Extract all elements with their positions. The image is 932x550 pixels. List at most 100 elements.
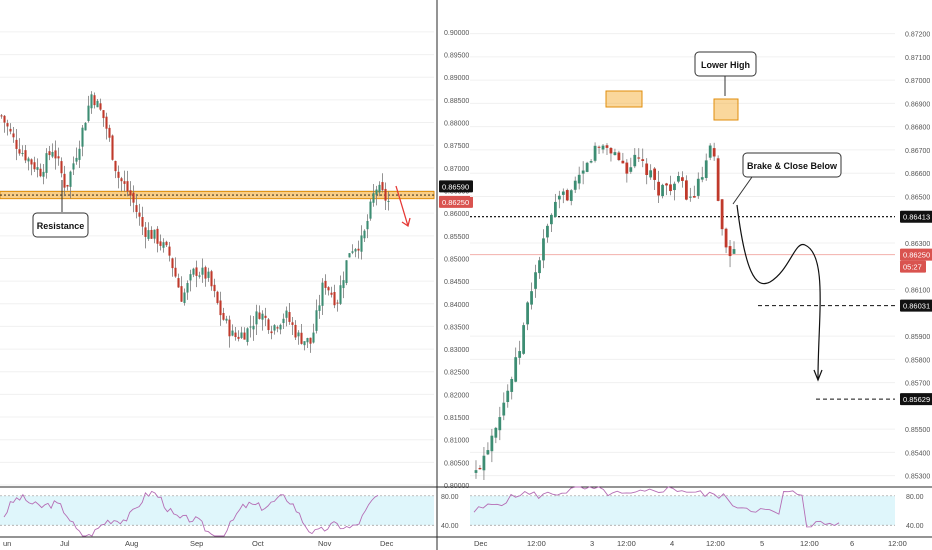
candle-body — [114, 160, 117, 172]
y-tick-label: 0.88000 — [444, 121, 469, 128]
candle-body — [96, 100, 99, 108]
candle-body — [375, 189, 378, 195]
candle-body — [15, 139, 18, 149]
candle-body — [345, 260, 348, 284]
candle-body — [633, 154, 637, 167]
y-tick-label: 0.85500 — [905, 427, 930, 434]
price-tag-countdown-bg — [900, 260, 926, 273]
y-tick-label: 0.87200 — [905, 32, 930, 39]
candle-body — [366, 220, 369, 230]
candle-body — [339, 285, 342, 304]
price-tag-target1: 0.86031 — [903, 302, 930, 311]
candle-body — [494, 427, 498, 438]
candle-body — [285, 310, 288, 318]
x-tick-label: un — [3, 539, 11, 548]
candle-body — [183, 292, 186, 303]
y-tick-label: 0.86000 — [444, 211, 469, 218]
y-tick-label: 0.83500 — [444, 324, 469, 331]
candle-body — [171, 258, 174, 269]
candle-body — [276, 327, 279, 329]
y-tick-label: 0.80500 — [444, 460, 469, 467]
candle-body — [336, 302, 339, 304]
price-tag-break-bg — [900, 210, 932, 223]
candle-body — [506, 390, 510, 403]
candle-body — [9, 128, 12, 132]
candle-body — [129, 190, 132, 196]
candle-body — [6, 123, 9, 127]
candle-body — [159, 241, 162, 246]
candle-body — [189, 274, 192, 281]
candle-body — [24, 150, 27, 161]
candle-body — [498, 417, 502, 431]
x-tick-label: Dec — [474, 539, 488, 548]
candle-body — [144, 227, 147, 237]
x-tick-label: Dec — [380, 539, 394, 548]
candle-body — [720, 199, 724, 230]
break-close-box — [742, 152, 842, 178]
candle-body — [677, 175, 680, 182]
candle-body — [198, 275, 201, 277]
candle-body — [135, 205, 138, 212]
rsi-band — [470, 495, 895, 526]
candle-body — [342, 280, 345, 289]
price-tag-current-bg — [439, 180, 473, 193]
candle-body — [90, 94, 93, 109]
y-tick-label: 0.85300 — [905, 474, 930, 481]
x-tick-label: 3 — [590, 539, 594, 548]
candle-body — [270, 331, 273, 334]
candle-body — [108, 127, 111, 138]
y-tick-label: 0.86100 — [905, 288, 930, 295]
candle-body — [123, 181, 126, 184]
candle-body — [360, 235, 363, 252]
candle-body — [384, 188, 387, 201]
candle-body — [48, 151, 51, 156]
candle-body — [309, 337, 312, 344]
candle-body — [372, 193, 375, 203]
candle-body — [0, 115, 3, 117]
candle-body — [502, 402, 506, 416]
candle-body — [12, 133, 15, 138]
x-tick-label: 12:00 — [706, 539, 725, 548]
candle-body — [641, 159, 645, 161]
candle-body — [153, 229, 156, 239]
candle-body — [315, 310, 318, 331]
y-tick-label: 0.86300 — [905, 241, 930, 248]
candle-body — [204, 267, 207, 279]
candle-body — [700, 177, 704, 180]
candle-body — [162, 242, 165, 248]
candle-body — [550, 214, 553, 225]
y-tick-label: 0.85900 — [905, 334, 930, 341]
candle-body — [609, 147, 613, 154]
right-price-panel: 0.87200 0.87100 0.87000 0.86900 0.86800 0.867… — [470, 32, 932, 481]
y-tick-label: 0.85700 — [905, 381, 930, 388]
candle-body — [150, 229, 153, 239]
candle-body — [514, 357, 518, 382]
projection-path — [736, 204, 821, 379]
x-tick-label: Aug — [125, 539, 138, 548]
candle-body — [561, 191, 565, 195]
candle-body — [246, 328, 249, 342]
candle-body — [665, 183, 668, 186]
candle-body — [45, 153, 48, 173]
candle-body — [597, 146, 601, 148]
y-tick-label: 0.87500 — [444, 143, 469, 150]
candle-body — [282, 318, 285, 324]
candle-body — [565, 190, 569, 201]
candle-body — [69, 171, 72, 187]
high-zone — [605, 90, 643, 108]
price-tag-current: 0.86590 — [442, 182, 469, 191]
candle-body — [291, 322, 294, 325]
price-tag-last-bg — [439, 195, 473, 208]
candle-body — [51, 152, 54, 157]
price-tag-last: 0.86250 — [442, 198, 469, 207]
projection-arrowhead — [813, 369, 823, 382]
candle-body — [132, 192, 135, 203]
candle-body — [306, 338, 309, 343]
rsi-band — [0, 495, 434, 526]
candle-body — [585, 162, 589, 172]
candle-body — [18, 149, 21, 154]
candle-body — [601, 145, 605, 150]
candle-body — [195, 267, 198, 276]
price-tag-countdown: 05:27 — [903, 263, 922, 272]
x-tick-label: 12:00 — [617, 539, 636, 548]
